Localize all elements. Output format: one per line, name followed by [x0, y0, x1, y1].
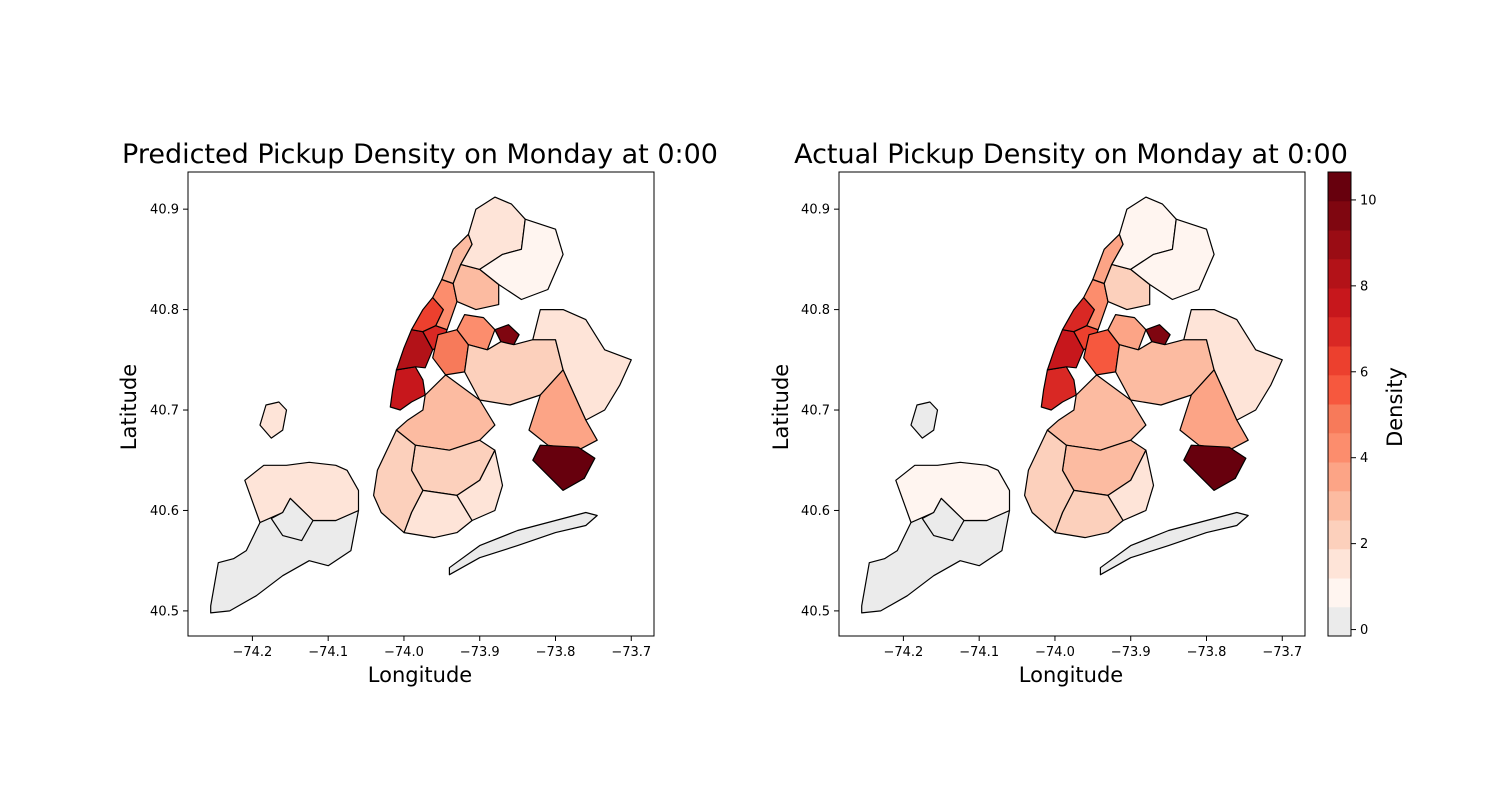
predicted-x-tick-label: −74.0	[384, 645, 424, 660]
actual-map-y-ticks: 40.5 40.6 40.7 40.8 40.9	[801, 203, 839, 619]
colorbar-tick-label: 2	[1360, 537, 1368, 552]
actual-x-tick-label: −73.9	[1111, 645, 1151, 660]
colorbar-tick-label: 10	[1360, 193, 1377, 208]
actual-map-x-ticks: −74.2 −74.1 −74.0 −73.9 −73.8 −73.7	[883, 636, 1302, 660]
predicted-y-tick-label: 40.5	[150, 604, 179, 619]
actual-region-laguardia-airport: LaGuardia Airport: 9.4	[1145, 324, 1171, 346]
actual-map-frame	[838, 171, 1306, 637]
actual-y-tick-label: 40.5	[801, 604, 830, 619]
colorbar-tick-label: 4	[1360, 451, 1368, 466]
predicted-region-jamaica: Jamaica: 3.6	[528, 369, 598, 451]
actual-region-lower-manhattan: Lower Manhattan: 7	[1040, 366, 1077, 411]
predicted-region-eastern-queens: Eastern Queens: 1.3	[532, 309, 632, 421]
predicted-x-tick-label: −73.8	[536, 645, 576, 660]
colorbar-band	[1328, 200, 1351, 231]
predicted-map-y-label: Latitude	[117, 364, 141, 450]
predicted-x-tick-label: −73.7	[611, 645, 651, 660]
predicted-x-tick-label: −74.2	[232, 645, 272, 660]
predicted-region-canarsie: Canarsie: 1.4	[456, 449, 504, 522]
colorbar-band	[1328, 374, 1351, 405]
predicted-x-tick-label: −73.9	[460, 645, 500, 660]
colorbar-bands	[1328, 172, 1351, 637]
predicted-map-y-ticks: 40.5 40.6 40.7 40.8 40.9	[150, 203, 188, 619]
predicted-region-staten-island-south-shore: Staten Island South Shore: 0.3	[270, 497, 314, 542]
predicted-y-tick-label: 40.6	[150, 504, 179, 519]
predicted-region-jfk-airport: JFK Airport: 10.5	[532, 444, 596, 491]
colorbar-band	[1328, 404, 1351, 434]
predicted-x-tick-label: −74.1	[308, 645, 348, 660]
actual-region-rockaways: Rockaways: 0.3	[1099, 511, 1249, 576]
predicted-region-newark-airport: Newark Airport: 1.8	[259, 401, 288, 439]
predicted-map-frame	[187, 171, 655, 637]
predicted-y-tick-label: 40.8	[150, 303, 179, 318]
actual-x-tick-label: −74.2	[883, 645, 923, 660]
colorbar-band	[1328, 258, 1351, 289]
colorbar-band	[1328, 490, 1351, 521]
actual-region-eastern-queens: Eastern Queens: 1.6	[1183, 309, 1283, 421]
predicted-y-tick-label: 40.9	[150, 203, 179, 218]
colorbar-band	[1328, 578, 1351, 608]
colorbar-band	[1328, 520, 1351, 550]
actual-map-regions: Staten Island: 0.1Staten Island North Sh…	[861, 196, 1283, 614]
actual-map-y-label: Latitude	[769, 364, 793, 450]
actual-x-tick-label: −73.8	[1187, 645, 1227, 660]
actual-y-tick-label: 40.7	[801, 404, 830, 419]
colorbar: 0 2 4 6 8 10 Density	[1327, 171, 1407, 638]
colorbar-band	[1328, 172, 1351, 202]
colorbar-tick-label: 8	[1360, 279, 1368, 294]
predicted-y-tick-label: 40.7	[150, 404, 179, 419]
colorbar-ticks: 0 2 4 6 8 10	[1351, 193, 1377, 638]
predicted-region-bay-ridge: Bay Ridge: 2.5	[373, 429, 424, 534]
actual-y-tick-label: 40.6	[801, 504, 830, 519]
predicted-map-regions: Staten Island: 0.2Staten Island North Sh…	[210, 196, 632, 614]
actual-x-tick-label: −74.0	[1035, 645, 1075, 660]
colorbar-label: Density	[1383, 367, 1407, 447]
colorbar-band	[1328, 230, 1351, 260]
colorbar-band	[1328, 606, 1351, 637]
actual-y-tick-label: 40.8	[801, 303, 830, 318]
colorbar-band	[1328, 316, 1351, 347]
colorbar-band	[1328, 462, 1351, 492]
actual-region-newark-airport: Newark Airport: 0.3	[910, 401, 939, 439]
actual-x-tick-label: −74.1	[959, 645, 999, 660]
actual-y-tick-label: 40.9	[801, 203, 830, 218]
actual-map-title: Actual Pickup Density on Monday at 0:00	[794, 139, 1348, 170]
colorbar-band	[1328, 288, 1351, 318]
colorbar-band	[1328, 346, 1351, 376]
predicted-map-title: Predicted Pickup Density on Monday at 0:…	[122, 139, 718, 170]
actual-map-x-label: Longitude	[1019, 663, 1123, 687]
predicted-region-east-bronx: East Bronx: 0.9	[479, 218, 564, 301]
colorbar-band	[1328, 432, 1351, 463]
predicted-map-x-label: Longitude	[368, 663, 472, 687]
colorbar-band	[1328, 548, 1351, 579]
actual-region-bay-ridge: Bay Ridge: 2.4	[1023, 429, 1075, 534]
predicted-region-laguardia-airport: LaGuardia Airport: 9.6	[494, 324, 520, 346]
colorbar-frame	[1327, 171, 1352, 637]
actual-x-tick-label: −73.7	[1262, 645, 1302, 660]
actual-region-canarsie: Canarsie: 1.5	[1107, 449, 1155, 522]
predicted-map-panel: Predicted Pickup Density on Monday at 0:…	[117, 139, 718, 687]
predicted-region-lower-manhattan: Lower Manhattan: 7.5	[389, 366, 426, 411]
actual-region-jfk-airport: JFK Airport: 10.4	[1183, 444, 1247, 491]
colorbar-tick-label: 6	[1360, 365, 1368, 380]
actual-map-panel: Actual Pickup Density on Monday at 0:00 …	[769, 139, 1348, 687]
actual-region-jamaica: Jamaica: 3.8	[1179, 369, 1249, 451]
predicted-region-rockaways: Rockaways: 0.2	[448, 511, 598, 576]
actual-region-east-bronx: East Bronx: 0.8	[1130, 218, 1215, 301]
colorbar-tick-label: 0	[1360, 623, 1368, 638]
predicted-map-x-ticks: −74.2 −74.1 −74.0 −73.9 −73.8 −73.7	[232, 636, 651, 660]
actual-region-staten-island-south-shore: Staten Island South Shore: 0.2	[921, 497, 965, 542]
